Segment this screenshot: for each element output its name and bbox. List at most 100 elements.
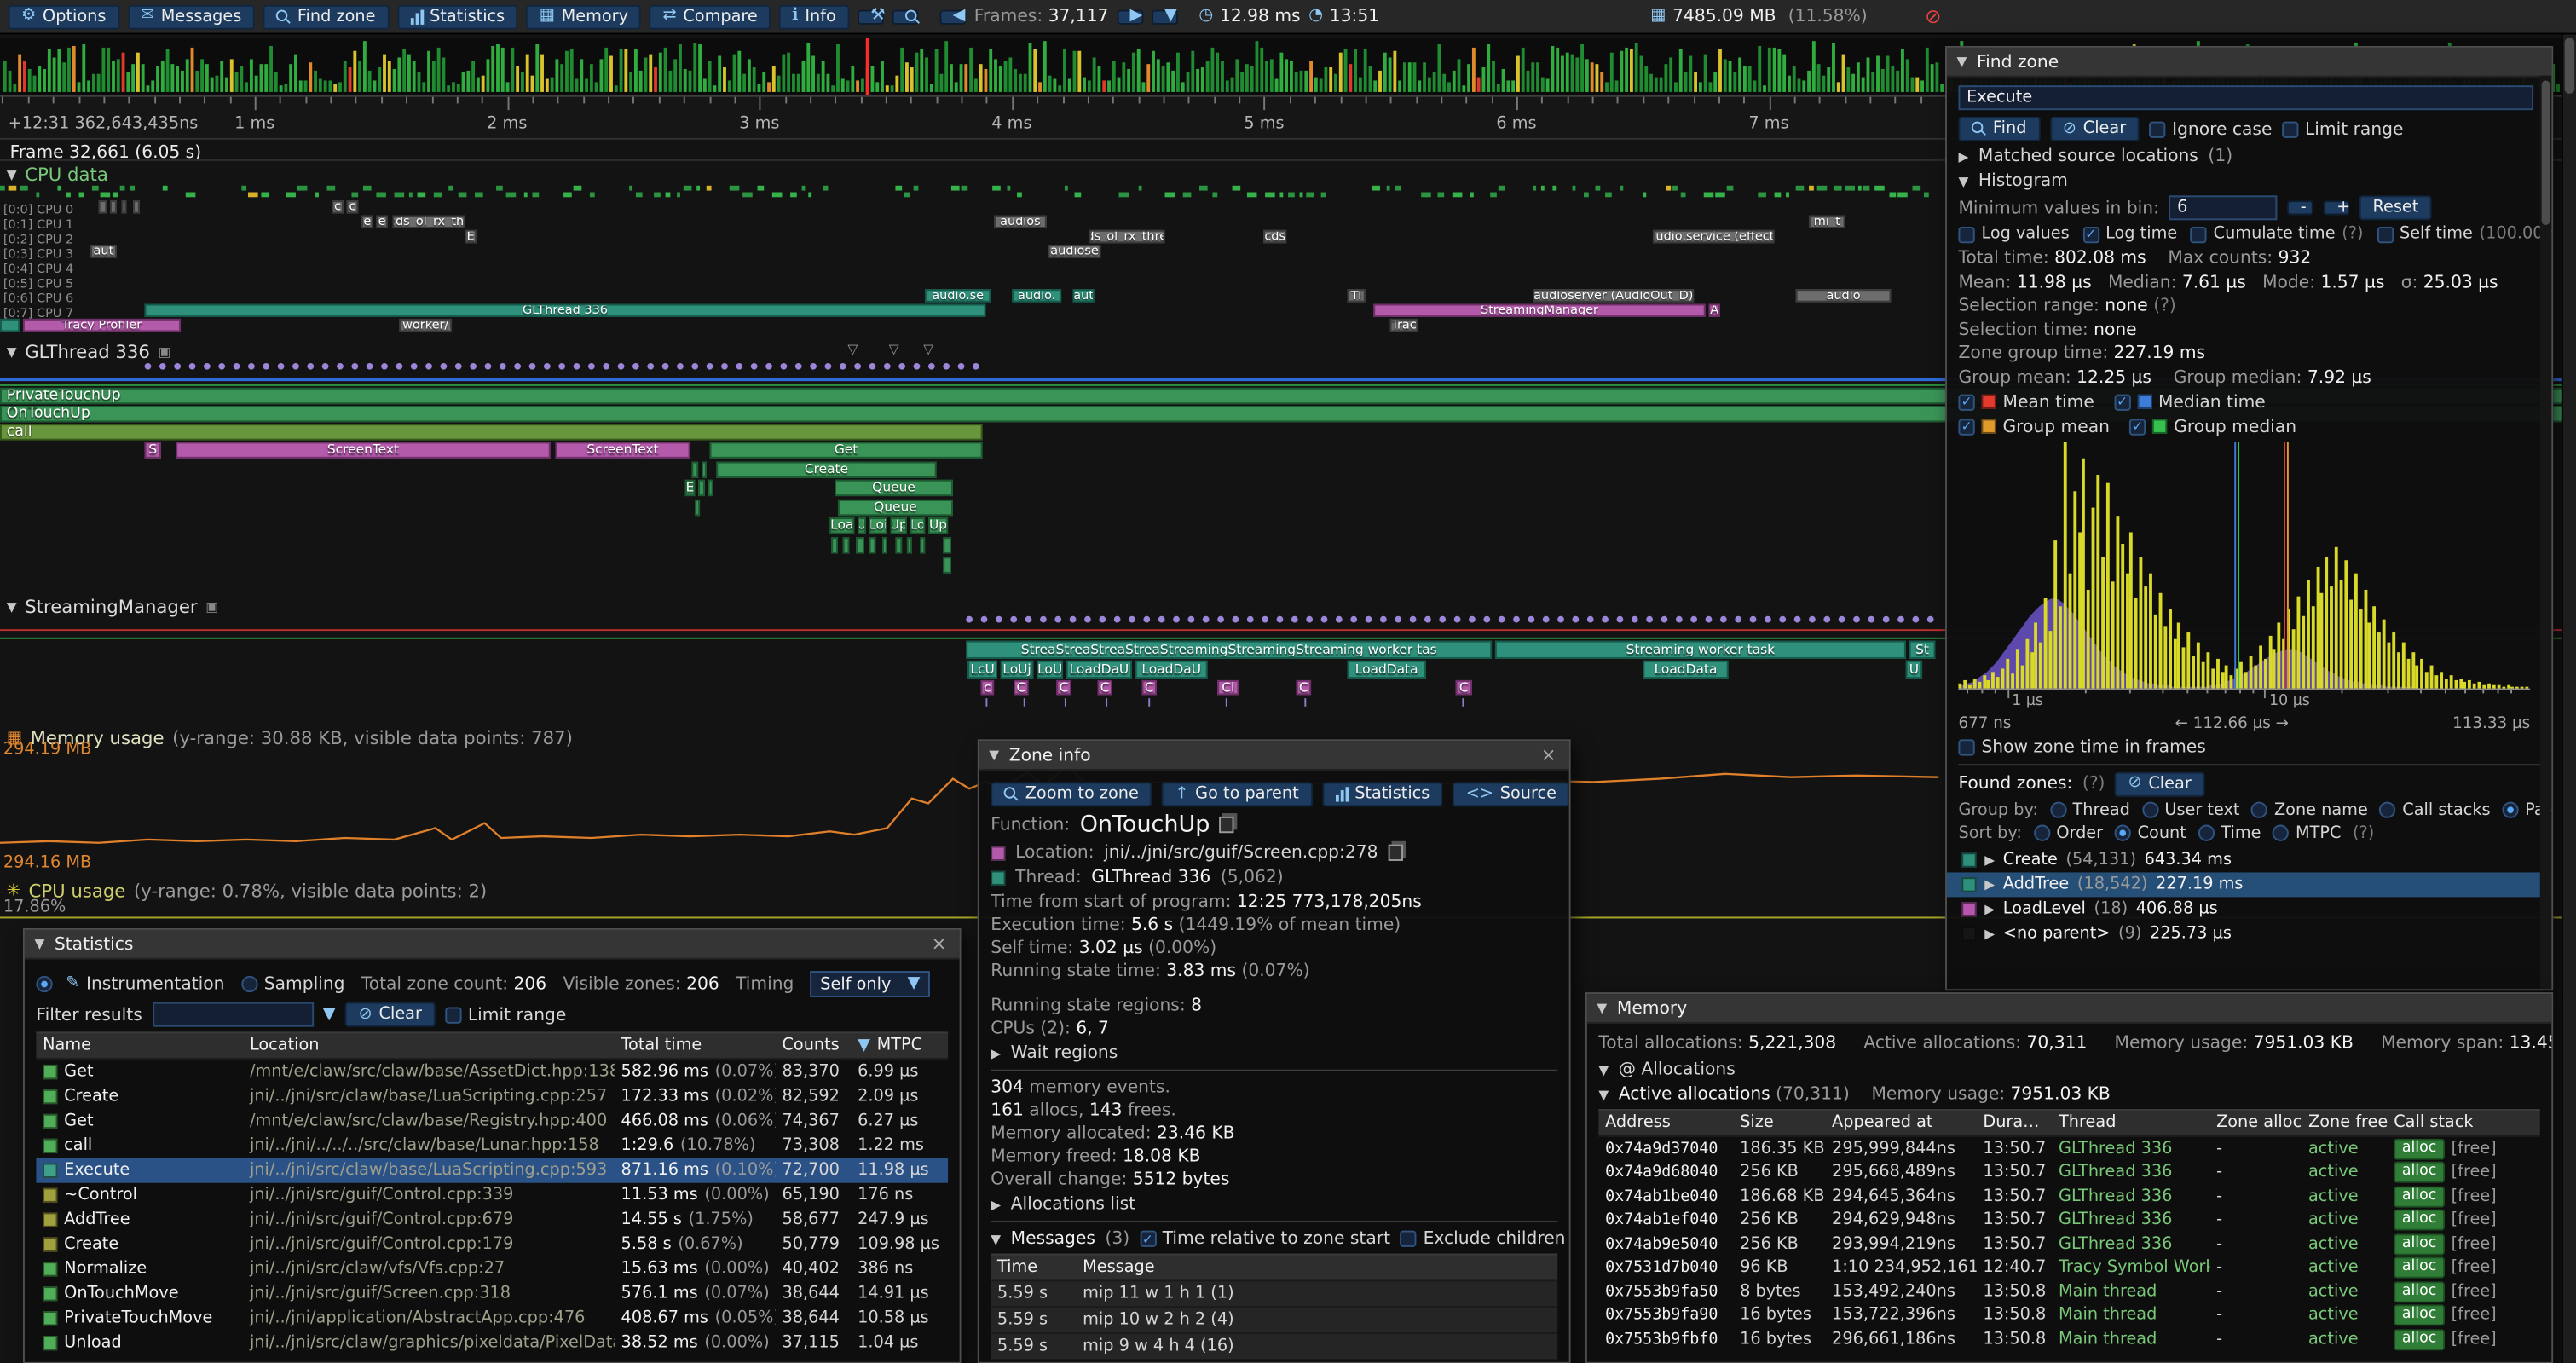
message-dot[interactable] bbox=[1203, 616, 1210, 623]
frame-bar[interactable] bbox=[886, 85, 889, 92]
allocation-row[interactable]: 0x74ab1be040186.68 KB294,645,364ns13:50.… bbox=[1598, 1185, 2539, 1209]
frame-bar[interactable] bbox=[1867, 57, 1870, 91]
cpu-zone[interactable] bbox=[0, 319, 20, 332]
message-dot[interactable] bbox=[1321, 616, 1328, 623]
frame-bar[interactable] bbox=[1418, 80, 1421, 91]
frame-bar[interactable] bbox=[383, 55, 386, 92]
frame-bar[interactable] bbox=[1876, 56, 1880, 92]
frame-bar[interactable] bbox=[713, 85, 716, 92]
alloc-button[interactable]: alloc bbox=[2394, 1281, 2445, 1302]
message-dot[interactable] bbox=[411, 363, 418, 370]
message-dot[interactable] bbox=[810, 363, 817, 370]
message-dot[interactable] bbox=[1469, 616, 1476, 623]
collapse-icon[interactable]: ▼ bbox=[989, 748, 999, 762]
sub-zone[interactable]: C bbox=[1456, 680, 1472, 695]
frame-bar[interactable] bbox=[985, 69, 988, 92]
log-values-checkbox[interactable]: Log values bbox=[1958, 225, 2069, 243]
frame-bar[interactable] bbox=[393, 69, 396, 92]
frame-bar[interactable] bbox=[349, 67, 352, 92]
flame-zone[interactable] bbox=[856, 537, 864, 553]
message-dot[interactable] bbox=[1084, 616, 1091, 623]
cpu-zone[interactable]: cds_ol_rx_thr bbox=[393, 215, 465, 228]
frame-bar[interactable] bbox=[1773, 48, 1776, 92]
checkbox[interactable] bbox=[2377, 226, 2393, 242]
frame-bar[interactable] bbox=[477, 78, 480, 92]
frame-bar[interactable] bbox=[1206, 61, 1210, 92]
frame-bar[interactable] bbox=[1157, 59, 1160, 92]
message-dot[interactable] bbox=[189, 363, 196, 370]
group-by-thread-radio[interactable]: Thread bbox=[2049, 801, 2129, 819]
frame-bar[interactable] bbox=[1788, 76, 1791, 92]
message-dot[interactable] bbox=[218, 363, 225, 370]
frame-bar[interactable] bbox=[960, 64, 963, 92]
frame-bar[interactable] bbox=[1058, 85, 1061, 92]
frame-bar[interactable] bbox=[1073, 51, 1077, 92]
message-dot[interactable] bbox=[337, 363, 344, 370]
alloc-button[interactable]: alloc bbox=[2394, 1138, 2445, 1159]
message-dot[interactable] bbox=[996, 616, 1002, 623]
frame-bar[interactable] bbox=[1290, 61, 1293, 92]
message-dot[interactable] bbox=[1217, 616, 1224, 623]
frame-bar[interactable] bbox=[624, 49, 627, 92]
chevron-right-icon[interactable]: ▶ bbox=[1984, 852, 1995, 866]
flame-zone[interactable] bbox=[702, 461, 707, 477]
frame-bar[interactable] bbox=[1260, 48, 1263, 92]
frame-bar[interactable] bbox=[910, 67, 914, 92]
frame-bar[interactable] bbox=[1472, 48, 1476, 92]
cpu-zone[interactable]: c bbox=[332, 200, 343, 213]
message-dot[interactable] bbox=[677, 363, 684, 370]
table-row[interactable]: Get/mnt/e/claw/src/claw/base/Registry.hp… bbox=[36, 1109, 948, 1134]
allocation-row[interactable]: 0x74ab9e5040256 KB293,994,219ns13:50.7GL… bbox=[1598, 1233, 2539, 1256]
cpu-zone[interactable]: audioserver (AudioOut_D) bbox=[1533, 289, 1694, 302]
frame-bar[interactable] bbox=[654, 67, 657, 92]
frame-bar[interactable] bbox=[964, 64, 967, 92]
message-dot[interactable] bbox=[396, 363, 403, 370]
frame-bar[interactable] bbox=[107, 48, 110, 92]
frame-bar[interactable] bbox=[955, 82, 958, 92]
message-dot[interactable] bbox=[854, 363, 861, 370]
frame-bar[interactable] bbox=[1635, 43, 1638, 92]
flame-zone[interactable]: Lo bbox=[910, 518, 925, 534]
cpu-zone[interactable]: StreamingManager bbox=[1373, 304, 1705, 317]
flame-zone[interactable] bbox=[920, 537, 925, 553]
worker-zone[interactable]: StreaStreaStreaStreaStreamingStreamingSt… bbox=[966, 641, 1492, 659]
alloc-button[interactable]: alloc bbox=[2394, 1305, 2445, 1326]
frame-bar[interactable] bbox=[1344, 49, 1348, 92]
frame-bar[interactable] bbox=[333, 84, 337, 92]
frame-bar[interactable] bbox=[250, 59, 253, 92]
frame-bar[interactable] bbox=[1152, 51, 1155, 92]
frame-bar[interactable] bbox=[620, 49, 623, 92]
frame-bar[interactable] bbox=[28, 69, 32, 92]
message-dot[interactable] bbox=[1735, 616, 1741, 623]
frame-bar[interactable] bbox=[1413, 62, 1417, 92]
frame-bar[interactable] bbox=[1364, 49, 1367, 92]
frame-bar[interactable] bbox=[1920, 80, 1924, 91]
message-dot[interactable] bbox=[248, 363, 255, 370]
scrollbar-thumb[interactable] bbox=[2565, 38, 2575, 94]
frame-bar[interactable] bbox=[1285, 59, 1288, 92]
allocation-row[interactable]: 0x7531d7b04096 KB1:10 234,952,16112:40.7… bbox=[1598, 1256, 2539, 1279]
flame-zone[interactable]: Queue bbox=[838, 500, 953, 516]
frame-bar[interactable] bbox=[1428, 78, 1431, 92]
sort-by-time-radio[interactable]: Time bbox=[2198, 824, 2261, 842]
frame-bar[interactable] bbox=[1339, 53, 1343, 92]
frame-bar[interactable] bbox=[703, 79, 707, 92]
table-row[interactable]: Get/mnt/e/claw/src/claw/base/AssetDict.h… bbox=[36, 1060, 948, 1084]
message-row[interactable]: 5.59 smip 10 w 2 h 2 (4) bbox=[991, 1308, 1557, 1334]
frame-bar[interactable] bbox=[1038, 82, 1042, 92]
cpu-zone[interactable]: audio.service (effect) bbox=[1653, 230, 1775, 243]
message-dot[interactable] bbox=[825, 363, 832, 370]
message-dot[interactable] bbox=[840, 363, 846, 370]
frame-bar[interactable] bbox=[1511, 80, 1515, 91]
message-dot[interactable] bbox=[1765, 616, 1771, 623]
frame-bar[interactable] bbox=[1265, 61, 1268, 92]
frame-bar[interactable] bbox=[284, 84, 287, 92]
frame-bar[interactable] bbox=[1235, 59, 1239, 92]
frame-bar[interactable] bbox=[1708, 82, 1712, 92]
frame-bar[interactable] bbox=[38, 66, 41, 92]
frame-bar[interactable] bbox=[289, 64, 292, 92]
frame-bar[interactable] bbox=[72, 46, 76, 92]
frame-bar[interactable] bbox=[1024, 74, 1027, 92]
frame-bar[interactable] bbox=[447, 85, 450, 92]
message-dot[interactable] bbox=[1853, 616, 1860, 623]
